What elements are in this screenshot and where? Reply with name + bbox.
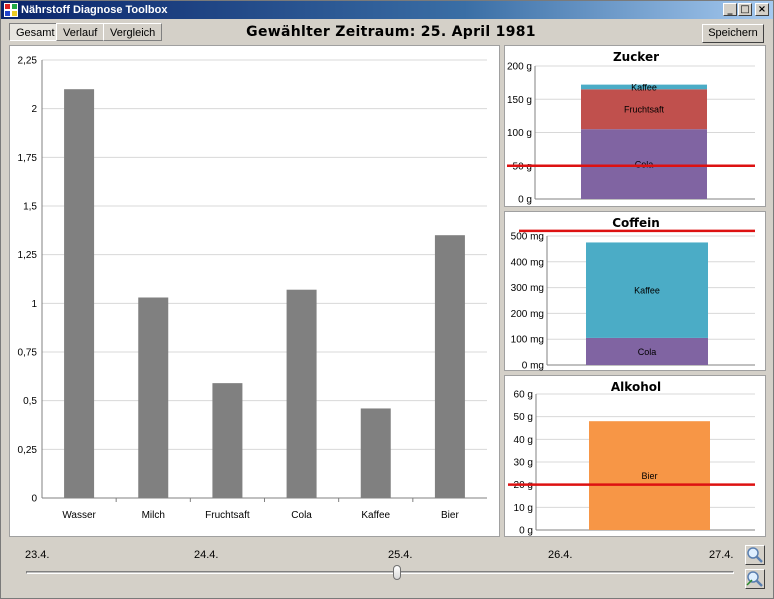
tab-vergleich[interactable]: Vergleich	[103, 23, 163, 41]
stack-segment	[589, 421, 710, 530]
chart-title: Zucker	[613, 50, 659, 64]
close-button[interactable]: ×	[755, 3, 769, 16]
save-button[interactable]: Speichern	[702, 24, 764, 43]
y-tick-label: 150 g	[507, 95, 532, 106]
zoom-out-button[interactable]	[745, 569, 765, 589]
segment-label: Cola	[638, 347, 657, 357]
bar	[434, 235, 465, 498]
y-tick-label: 100 mg	[511, 335, 544, 346]
window-title: Nährstoff Diagnose Toolbox	[21, 4, 168, 16]
close-icon: ×	[757, 4, 767, 15]
segment-label: Fruchtsaft	[624, 105, 665, 115]
y-tick-label: 200 mg	[511, 309, 544, 320]
segment-label: Bier	[641, 471, 657, 481]
date-label: 25.4.	[388, 549, 413, 561]
x-tick-label: Kaffee	[361, 510, 390, 521]
timeline-slider-thumb[interactable]	[393, 565, 401, 580]
y-tick-label: 30 g	[514, 458, 533, 469]
x-tick-label: Bier	[441, 510, 459, 521]
chart-title: Coffein	[612, 216, 660, 230]
stack-segment	[581, 89, 707, 130]
zoom-in-icon	[747, 547, 763, 563]
date-label: 27.4.	[709, 549, 734, 561]
segment-label: Kaffee	[631, 82, 657, 92]
y-tick-label: 200 g	[507, 62, 532, 73]
timeline-slider-track[interactable]	[26, 571, 734, 574]
zoom-in-button[interactable]	[745, 545, 765, 565]
x-tick-label: Fruchtsaft	[205, 510, 250, 521]
stack-segment	[586, 242, 708, 338]
minimize-icon: _	[727, 4, 733, 15]
y-tick-label: 0	[31, 494, 37, 505]
y-tick-label: 1,25	[18, 250, 38, 261]
y-tick-label: 0 g	[518, 195, 532, 206]
bar	[138, 297, 169, 498]
coffein-chart: Coffein 0 mg 100 mg 200 mg 300 mg 400 mg 500 m…	[511, 216, 755, 372]
stack-segment	[581, 129, 707, 199]
maximize-icon: □	[740, 4, 750, 15]
stack-segment	[586, 337, 708, 365]
y-tick-label: 0,25	[18, 445, 38, 456]
timeline-area	[1, 541, 773, 598]
minimize-button[interactable]: _	[723, 3, 737, 16]
y-tick-label: 500 mg	[511, 232, 544, 243]
y-tick-label: 1	[31, 299, 37, 310]
y-tick-label: 1,75	[18, 153, 38, 164]
y-tick-label: 0 g	[519, 526, 533, 537]
y-tick-label: 1,5	[23, 202, 37, 213]
coffein-chart-panel: Coffein 0 mg 100 mg 200 mg 300 mg 400 mg 500 m…	[504, 211, 766, 372]
stack-segment	[581, 84, 707, 90]
date-label: 26.4.	[548, 549, 573, 561]
y-tick-label: 2,25	[18, 56, 38, 67]
maximize-button[interactable]: □	[738, 3, 752, 16]
y-tick-label: 300 mg	[511, 283, 544, 294]
main-bar-chart: 0 0,25 0,5 0,75 1 1,25 1,5 1,75 2 2,25 Wasser Milch…	[18, 56, 487, 521]
bar	[360, 408, 391, 498]
bar	[286, 289, 317, 498]
x-tick-label: Wasser	[62, 510, 96, 521]
y-tick-label: 2	[31, 104, 37, 115]
segment-label: Kaffee	[634, 286, 660, 296]
date-label: 23.4.	[25, 549, 50, 561]
y-tick-label: 400 mg	[511, 257, 544, 268]
bar	[212, 383, 243, 498]
main-chart-panel: 0 0,25 0,5 0,75 1 1,25 1,5 1,75 2 2,25 Wasser Milch…	[9, 45, 500, 537]
x-tick-label: Cola	[291, 510, 312, 521]
y-tick-label: 60 g	[514, 390, 533, 401]
chart-title: Alkohol	[611, 380, 661, 394]
y-tick-label: 0 mg	[522, 361, 544, 372]
y-tick-label: 100 g	[507, 128, 532, 139]
date-label: 24.4.	[194, 549, 219, 561]
bar	[64, 89, 95, 498]
y-tick-label: 0,75	[18, 348, 38, 359]
tab-gesamt[interactable]: Gesamt	[9, 23, 62, 41]
title-bar[interactable]: Nährstoff Diagnose Toolbox _ □ ×	[1, 1, 773, 19]
zoom-out-icon	[746, 571, 763, 587]
y-tick-label: 40 g	[514, 435, 533, 446]
page-title: Gewählter Zeitraum: 25. April 1981	[246, 24, 536, 40]
y-tick-label: 10 g	[514, 503, 533, 514]
app-icon	[4, 3, 18, 17]
y-tick-label: 50 g	[514, 412, 533, 423]
x-tick-label: Milch	[142, 510, 165, 521]
y-tick-label: 0,5	[23, 396, 37, 407]
tab-verlauf[interactable]: Verlauf	[56, 23, 105, 41]
